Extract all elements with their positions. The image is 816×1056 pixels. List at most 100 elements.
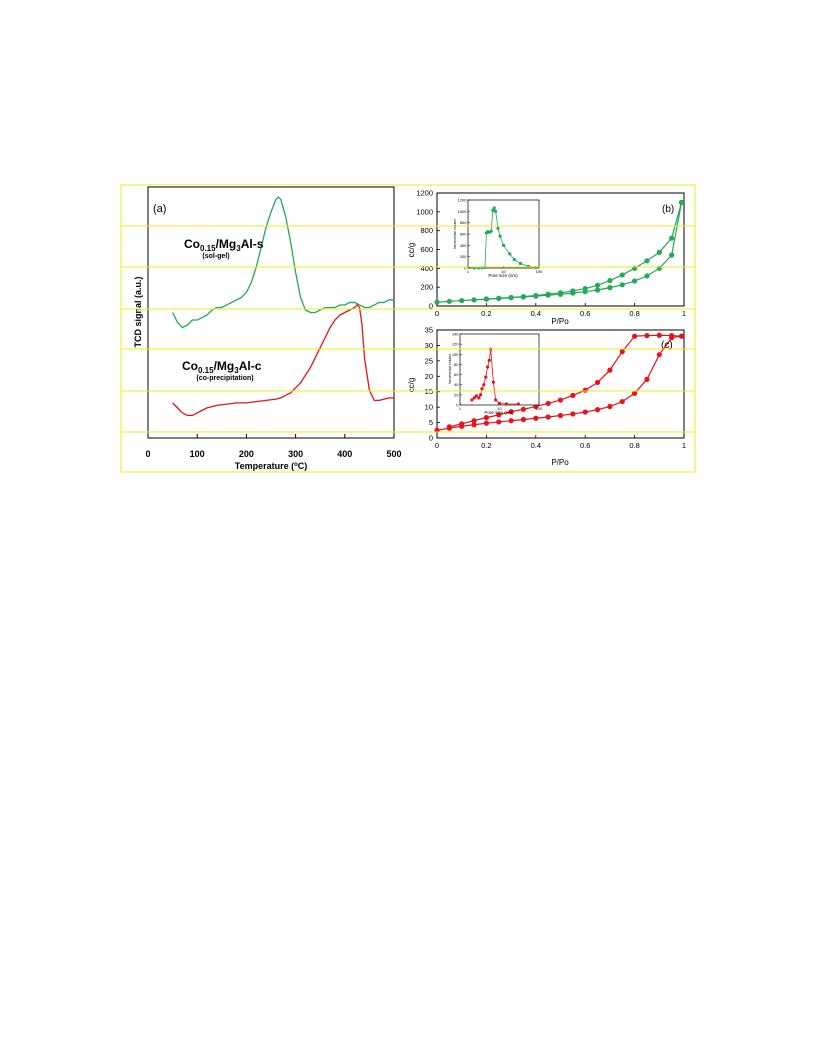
isotherm-desorption-point [582, 387, 588, 393]
inset-y-tick-label: 60 [454, 372, 459, 377]
panel-a-label: (a) [153, 203, 166, 215]
y-tick-label: 35 [425, 326, 433, 335]
panel-a-x-axis-label: Temperature (oC) [235, 461, 308, 471]
inset-x-tick-label: 100 [536, 406, 543, 411]
isotherm-adsorption-point [644, 376, 650, 382]
isotherm-adsorption-point [619, 398, 625, 405]
inset-psd-point [498, 234, 502, 238]
isotherm-desorption-point [669, 235, 675, 241]
isotherm-desorption-point [644, 332, 650, 339]
x-tick-label: 500 [386, 449, 401, 459]
inset-y-tick-label: 1200 [458, 198, 468, 203]
series-sublabel-sol-gel: (sol-gel) [202, 253, 229, 260]
inset-psd-point [470, 398, 474, 402]
isotherm-desorption-point [594, 379, 601, 386]
x-tick-label: 1 [682, 309, 686, 318]
inset-y-tick-label: 100 [452, 352, 459, 357]
series-sublabel-co-precipitation: (co-precipitation) [196, 375, 253, 382]
isotherm-desorption-point [496, 295, 502, 301]
isotherm-desorption-point [520, 406, 527, 412]
y-tick-label: 1200 [416, 189, 433, 198]
isotherm-adsorption-point [582, 409, 588, 415]
inset-psd-point [482, 383, 486, 387]
isotherm-desorption-point [471, 418, 477, 424]
isotherm-adsorption-point [459, 297, 465, 304]
panel-b-inset-x-label: Pore size (nm) [488, 273, 518, 278]
inset-x-tick-label: 10 [497, 406, 502, 411]
y-tick-label: 400 [420, 264, 433, 273]
y-tick-label: 200 [420, 283, 433, 292]
inset-y-tick-label: 800 [460, 220, 467, 225]
inset-psd-point [474, 394, 478, 398]
inset-psd-point [492, 206, 496, 210]
isotherm-desorption-point [644, 258, 650, 264]
panel-b: (b) 0 0.2 0.4 0.6 0.8 1020040060080010001200 … [407, 189, 686, 327]
isotherm-adsorption-point [570, 411, 576, 417]
isotherm-desorption-point [557, 290, 564, 296]
isotherm-desorption-point [656, 332, 662, 338]
x-tick-label: 0.8 [629, 441, 639, 450]
inset-y-tick-label: 600 [460, 232, 467, 237]
x-tick-label: 200 [239, 449, 254, 459]
inset-y-tick-label: 400 [460, 243, 467, 248]
y-tick-label: 25 [425, 356, 433, 365]
inset-y-tick-label: 140 [452, 332, 459, 337]
isotherm-desorption-point [678, 333, 685, 339]
inset-psd-point [501, 243, 506, 247]
inset-y-tick-label: 120 [452, 342, 459, 347]
y-tick-label: 0 [429, 434, 433, 443]
x-tick-label: 0.2 [481, 309, 491, 318]
inset-psd-point [489, 229, 493, 233]
isotherm-adsorption-point [471, 422, 477, 428]
x-tick-label: 0.8 [629, 309, 639, 318]
panel-c-inset-x-label: Pore size (nm) [484, 410, 514, 415]
inset-x-tick-label: 100 [536, 269, 543, 274]
series-label-co-precipitation: Co0.15/Mg3Al-c [182, 359, 262, 375]
x-tick-label: 0 [435, 309, 439, 318]
inset-y-tick-label: 20 [454, 392, 459, 397]
isotherm-adsorption-point [644, 273, 650, 279]
isotherm-desorption-point [607, 277, 613, 284]
inset-psd-point [486, 365, 490, 369]
inset-psd-point [508, 252, 512, 256]
isotherm-desorption-point [632, 333, 638, 339]
inset-psd-point [484, 375, 488, 379]
panel-a-x-axis: 0 100 200 300 400 500 [145, 434, 402, 459]
y-tick-label: 5 [429, 418, 433, 427]
isotherm-desorption-point [533, 292, 539, 299]
series-line-sol-gel [172, 196, 394, 329]
panel-c-inset [459, 333, 540, 406]
x-tick-label: 0.4 [531, 441, 541, 450]
isotherm-adsorption-point [607, 285, 613, 291]
isotherm-desorption-point [496, 412, 502, 418]
panel-a: (a) 0 100 200 300 400 500 Temperature (oC) TC… [133, 186, 402, 471]
inset-psd-point [516, 402, 520, 406]
panel-b-label: (b) [662, 204, 674, 215]
inset-y-tick-label: 80 [454, 362, 459, 367]
isotherm-desorption-point [557, 397, 564, 403]
isotherm-adsorption-point [557, 412, 564, 419]
isotherm-adsorption-point [434, 299, 440, 305]
inset-y-tick-label: 0 [456, 403, 459, 408]
isotherm-adsorption-point [533, 415, 539, 421]
panel-c-y-axis-label: cc/g [407, 378, 416, 393]
isotherm-adsorption-point [471, 297, 477, 303]
isotherm-desorption-point [570, 288, 576, 294]
highlight-lines [121, 225, 695, 433]
panel-b-y-axis-label: cc/g [407, 243, 416, 258]
isotherm-desorption-point [446, 424, 452, 430]
isotherm-desorption-point [545, 400, 551, 407]
x-tick-label: 0.6 [580, 441, 590, 450]
panel-a-y-axis-label: TCD signal (a.u.) [133, 276, 143, 347]
inset-psd-point [494, 398, 498, 402]
inset-psd-point [478, 393, 483, 397]
figure-frame [120, 184, 696, 473]
inset-psd-point [480, 387, 484, 391]
y-tick-label: 0 [429, 302, 433, 311]
inset-psd-point [494, 209, 498, 213]
panel-b-x-axis-label: P/Po [551, 317, 569, 326]
panel-c-label: (c) [661, 340, 673, 351]
isotherm-desorption-point [619, 272, 625, 278]
